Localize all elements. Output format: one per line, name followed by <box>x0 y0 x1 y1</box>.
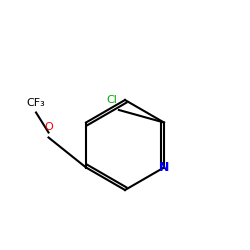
Text: N: N <box>159 161 169 174</box>
Text: O: O <box>44 122 53 132</box>
Text: Cl: Cl <box>106 95 117 105</box>
Text: CF₃: CF₃ <box>27 98 46 108</box>
